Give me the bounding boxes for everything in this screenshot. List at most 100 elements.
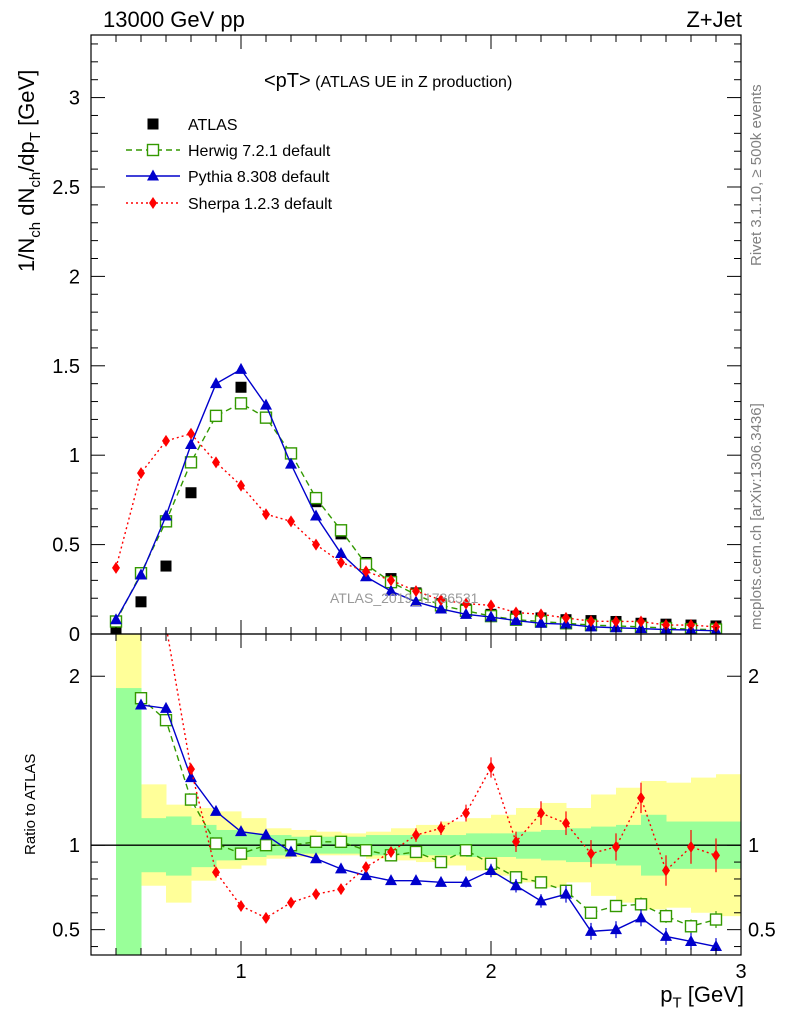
x-axis-label: pT [GeV] (660, 982, 744, 1011)
ratio-point-sherpa-0 (137, 501, 145, 513)
inner-band-0 (116, 688, 142, 955)
ratio-point-pythia-2 (185, 771, 197, 783)
ratio-point-sherpa-5 (262, 911, 270, 924)
x-axis-label-unit: [GeV] (687, 982, 744, 1007)
ratio-point-pythia-18 (585, 924, 597, 936)
main-point-sherpa-23 (687, 619, 695, 632)
main-point-pythia-15 (485, 610, 497, 622)
x-tick-label-1: 1 (235, 961, 246, 983)
ratio-point-sherpa-2 (187, 763, 195, 776)
legend-label-herwig: Herwig 7.2.1 default (188, 143, 331, 160)
mcplots-label: mcplots.cern.ch [arXiv:1306.3436] (748, 403, 765, 630)
ratio-point-herwig-21 (659, 909, 673, 923)
main-point-pythia-14 (460, 607, 472, 619)
ratio-point-pythia-4 (235, 825, 247, 837)
main-point-pythia-1 (135, 568, 147, 580)
main-point-sherpa-17 (537, 608, 545, 621)
main-point-sherpa-21 (637, 615, 645, 628)
main-point-sherpa-22 (662, 619, 670, 632)
ratio-point-sherpa-12 (437, 822, 445, 835)
main-point-sherpa-14 (462, 597, 470, 610)
main-point-pythia-11 (385, 584, 397, 596)
main-y-tick-label-5: 2.5 (52, 177, 80, 199)
main-y-tick-label-1: 0.5 (52, 535, 80, 557)
ratio-point-herwig-7 (309, 835, 323, 849)
main-point-sherpa-8 (312, 538, 320, 551)
main-point-pythia-8 (310, 509, 322, 521)
main-point-pythia-6 (260, 398, 272, 410)
ratio-y-tick-label-left-2: 2 (69, 666, 80, 688)
main-point-herwig-8 (309, 491, 323, 505)
main-point-atlas-3 (185, 487, 197, 499)
ratio-point-sherpa-23 (712, 849, 720, 862)
x-tick-label-2: 2 (485, 961, 496, 983)
main-point-herwig-5 (234, 397, 248, 410)
ratio-point-herwig-20 (634, 898, 648, 911)
main-point-atlas-2 (160, 560, 172, 572)
ratio-y-tick-label-left-0: 0.5 (52, 920, 80, 942)
main-point-sherpa-18 (562, 611, 570, 624)
ratio-point-sherpa-14 (487, 761, 495, 774)
chart-title-main: <pT> (264, 70, 311, 92)
ratio-point-herwig-11 (409, 845, 423, 859)
ratio-point-herwig-19 (609, 899, 623, 913)
ratio-point-pythia-8 (335, 862, 347, 874)
ratio-point-pythia-5 (260, 828, 272, 840)
main-y-tick-label-4: 2 (69, 266, 80, 288)
ratio-point-pythia-19 (610, 923, 622, 935)
main-point-sherpa-0 (112, 561, 120, 574)
ratio-point-pythia-15 (510, 879, 522, 891)
legend-marker-sherpa (149, 197, 157, 209)
ratio-y-axis-label: Ratio to ATLAS (22, 753, 39, 855)
ratio-point-pythia-16 (535, 894, 547, 906)
main-point-atlas-1 (135, 596, 147, 608)
main-point-sherpa-7 (287, 515, 295, 528)
ratio-point-herwig-3 (209, 837, 223, 850)
main-point-pythia-12 (410, 595, 422, 607)
legend: ATLAS Herwig 7.2.1 default Pythia 8.308 de… (126, 117, 333, 213)
ratio-point-pythia-9 (360, 869, 372, 881)
series-layer (109, 362, 723, 955)
legend-marker-herwig (146, 143, 160, 157)
ratio-point-sherpa-16 (537, 807, 545, 820)
ratio-series-pythia (135, 698, 722, 955)
rivet-version-label: Rivet 3.1.10, ≥ 500k events (748, 84, 765, 266)
main-point-herwig-4 (209, 409, 223, 423)
main-y-axis-title: 1/Nch dNch/dpT [GeV] (14, 70, 44, 272)
main-point-sherpa-6 (262, 508, 270, 521)
main-y-tick-label-2: 1 (69, 445, 80, 467)
main-point-sherpa-11 (387, 574, 395, 587)
ratio-y-tick-label-right-1: 1 (748, 835, 759, 857)
ratio-point-herwig-2 (184, 793, 198, 806)
main-y-tick-label-3: 1.5 (52, 356, 80, 378)
ratio-point-pythia-10 (385, 874, 397, 886)
ratio-point-herwig-22 (684, 920, 698, 933)
main-point-pythia-5 (235, 362, 247, 374)
ratio-y-tick-label-left-1: 1 (69, 835, 80, 857)
ratio-point-sherpa-18 (587, 847, 595, 860)
main-point-pythia-16 (510, 614, 522, 626)
ratio-point-pythia-3 (210, 804, 222, 816)
ratio-point-sherpa-3 (212, 866, 220, 879)
ratio-point-sherpa-7 (312, 888, 320, 901)
band-group (116, 634, 741, 955)
main-series-pythia (110, 362, 722, 634)
ratio-point-sherpa-4 (237, 900, 245, 913)
main-point-herwig-9 (334, 524, 348, 537)
ratio-point-sherpa-22 (687, 840, 695, 853)
ratio-point-herwig-18 (584, 906, 598, 919)
ratio-series-sherpa (137, 501, 720, 924)
main-point-sherpa-2 (162, 434, 170, 447)
ratio-point-herwig-23 (709, 913, 723, 926)
ratio-point-herwig-4 (234, 847, 248, 860)
ratio-point-pythia-22 (685, 934, 697, 946)
main-point-sherpa-20 (612, 615, 620, 628)
main-panel-series (109, 362, 723, 634)
ratio-point-pythia-21 (660, 929, 672, 941)
main-point-pythia-2 (160, 509, 172, 521)
x-tick-label-3: 3 (735, 961, 746, 983)
ratio-point-pythia-6 (285, 845, 297, 857)
ratio-point-herwig-9 (359, 844, 373, 857)
ratio-point-herwig-1 (159, 713, 173, 727)
